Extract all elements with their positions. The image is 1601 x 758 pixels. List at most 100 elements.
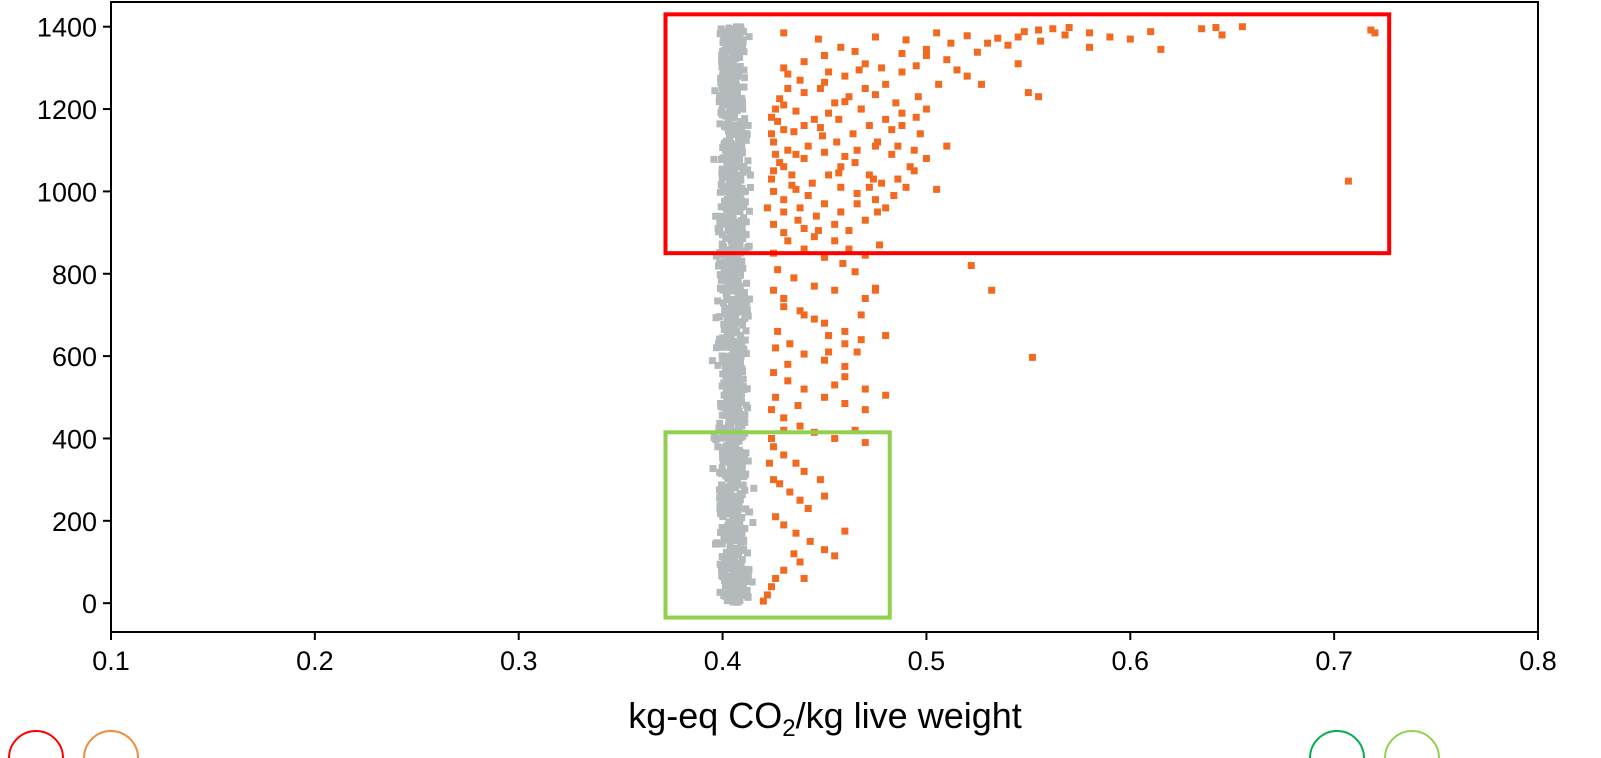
scatter-point-orange [857,105,865,113]
scatter-point-gray [721,576,729,584]
scatter-point-gray [735,519,743,527]
scatter-point-gray [726,32,734,40]
scatter-point-orange [837,163,845,171]
scatter-point-gray [719,154,727,162]
scatter-point-orange [845,245,853,253]
scatter-point-orange [780,426,788,434]
scatter-point-orange [759,597,767,605]
y-tick-label: 1400 [37,13,97,43]
scatter-point-orange [865,171,873,179]
scatter-point-gray [729,159,737,167]
scatter-point-gray [715,343,723,351]
scatter-point-orange [894,175,902,183]
scatter-point-orange [853,348,861,356]
scatter-point-gray [714,297,722,305]
x-axis-title: kg-eq CO2/kg live weight [628,695,1022,742]
scatter-point-orange [841,399,849,407]
scatter-point-gray [726,542,734,550]
scatter-point-gray [721,46,729,54]
scatter-point-gray [718,464,726,472]
scatter-point-orange [814,227,822,235]
scatter-point-gray [730,140,738,148]
scatter-point-gray [721,457,729,465]
scatter-point-orange [774,266,782,274]
scatter-point-orange [1086,43,1094,51]
scatter-point-gray [738,217,746,225]
scatter-point-gray [721,284,729,292]
scatter-point-gray [721,306,729,314]
scatter-point-orange [861,84,869,92]
scatter-point-orange [816,476,824,484]
scatter-point-gray [729,598,737,606]
scatter-point-gray [746,171,754,179]
scatter-point-orange [825,348,833,356]
scatter-point-gray [738,164,746,172]
scatter-point-gray [744,157,752,165]
scatter-point-gray [716,560,724,568]
scatter-point-gray [727,287,735,295]
scatter-point-orange [831,552,839,560]
scatter-point-orange [857,336,865,344]
scatter-point-gray [738,229,746,237]
scatter-point-orange [825,332,833,340]
scatter-point-orange [1086,29,1094,37]
scatter-point-orange [892,99,900,107]
scatter-point-gray [739,235,747,243]
scatter-point-orange [818,132,826,140]
scatter-point-orange [865,122,873,130]
scatter-point-orange [853,200,861,208]
scatter-point-gray [724,564,732,572]
scatter-point-orange [780,163,788,171]
scatter-point-gray [727,104,735,112]
scatter-point-orange [861,439,869,447]
scatter-point-orange [1035,93,1043,101]
scatter-point-gray [738,184,746,192]
scatter-point-gray [727,234,735,242]
scatter-point-gray [731,484,739,492]
scatter-point-orange [821,492,828,500]
scatter-point-orange [841,340,849,348]
scatter-point-gray [716,120,724,128]
scatter-point-orange [849,130,857,138]
scatter-point-gray [720,391,728,399]
scatter-point-gray [735,144,743,152]
scatter-point-gray [733,473,741,481]
scatter-point-gray [736,124,744,132]
scatter-point-gray [728,244,736,252]
scatter-point-gray [716,219,724,227]
scatter-point-orange [772,344,780,352]
scatter-point-orange [861,406,869,414]
scatter-point-orange [780,196,788,204]
x-tick-label: 0.8 [1519,646,1557,676]
scatter-point-gray [714,251,722,259]
scatter-point-gray [725,221,733,229]
scatter-point-orange [810,233,818,241]
scatter-point-gray [749,519,757,527]
scatter-point-orange [865,183,873,191]
scatter-point-orange [800,574,808,582]
scatter-point-gray [732,308,740,316]
y-tick-label: 600 [52,342,97,372]
scatter-point-gray [736,189,744,197]
scatter-point-gray [741,314,749,322]
scatter-point-gray [708,357,716,365]
scatter-point-orange [935,80,943,88]
scatter-point-orange [906,163,914,171]
scatter-point-orange [821,356,828,364]
scatter-point-orange [792,107,800,115]
scatter-point-orange [772,574,780,582]
scatter-point-orange [943,142,951,150]
scatter-point-gray [716,588,724,596]
scatter-point-gray [716,468,724,476]
scatter-point-gray [731,413,739,421]
scatter-point-gray [717,403,725,411]
scatter-point-orange [796,307,804,315]
scatter-point-orange [810,115,818,123]
scatter-point-orange [855,66,863,74]
scatter-point-orange [800,467,808,475]
x-tick-label: 0.5 [908,646,946,676]
scatter-point-orange [780,521,788,529]
scatter-point-gray [729,192,737,200]
scatter-point-orange [888,126,896,134]
scatter-point-gray [739,168,747,176]
